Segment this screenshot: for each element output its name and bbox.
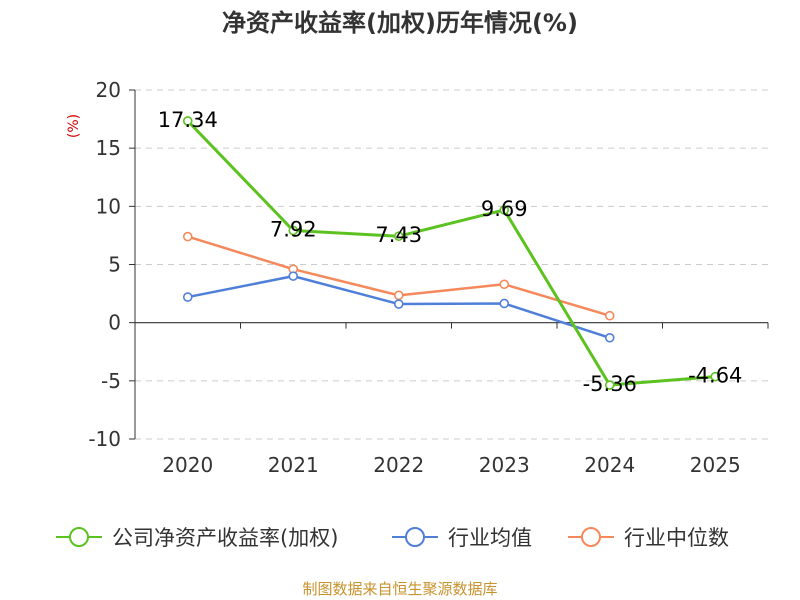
y-tick-label: 0	[108, 311, 121, 335]
legend-marker-1	[405, 527, 425, 547]
series-1-point	[499, 298, 510, 309]
series-1-point	[393, 299, 404, 309]
x-tick-label: 2023	[479, 453, 530, 477]
series-0-point	[393, 231, 404, 242]
series-2-point	[393, 290, 404, 301]
data-label: -5.36	[583, 372, 637, 396]
series-0-line	[186, 119, 716, 387]
x-tick-label: 2020	[162, 453, 213, 477]
legend-label-0: 公司净资产收益率(加权)	[112, 526, 338, 550]
y-tick-label: 20	[96, 78, 121, 102]
data-label: 7.92	[270, 218, 317, 242]
legend-marker-2	[581, 527, 601, 547]
data-label: 7.43	[375, 223, 422, 247]
series-0-point	[182, 116, 193, 126]
series-1-point	[182, 292, 193, 302]
chart-title: 净资产收益率(加权)历年情况(%)	[222, 9, 578, 37]
series-2-point	[604, 310, 615, 321]
series-0-point	[288, 225, 299, 236]
x-tick-label: 2022	[373, 453, 424, 477]
series-0-point	[499, 205, 510, 215]
y-axis-unit: (%)	[66, 114, 82, 138]
y-tick-label: -5	[101, 369, 121, 393]
x-tick-label: 2021	[268, 453, 319, 477]
series-2-point	[182, 231, 193, 242]
legend-label-2: 行业中位数	[624, 526, 729, 550]
data-label: -4.64	[688, 364, 742, 388]
x-tick-label: 2024	[584, 453, 635, 477]
legend-label-1: 行业均值	[448, 526, 532, 550]
series-1-point	[604, 332, 615, 343]
y-tick-label: 5	[108, 253, 121, 277]
data-label: 17.34	[158, 108, 218, 132]
y-tick-label: -10	[88, 427, 121, 451]
legend-marker-0	[69, 527, 89, 547]
y-tick-label: 15	[96, 136, 121, 160]
x-tick-label: 2025	[690, 453, 741, 477]
series-1-point	[288, 271, 299, 281]
series-2-point	[499, 279, 510, 290]
data-label: 9.69	[481, 197, 528, 221]
source-note: 制图数据来自恒生聚源数据库	[302, 580, 497, 598]
series-0-point	[604, 380, 615, 390]
series-0-point	[710, 371, 721, 382]
y-tick-label: 10	[96, 194, 121, 218]
